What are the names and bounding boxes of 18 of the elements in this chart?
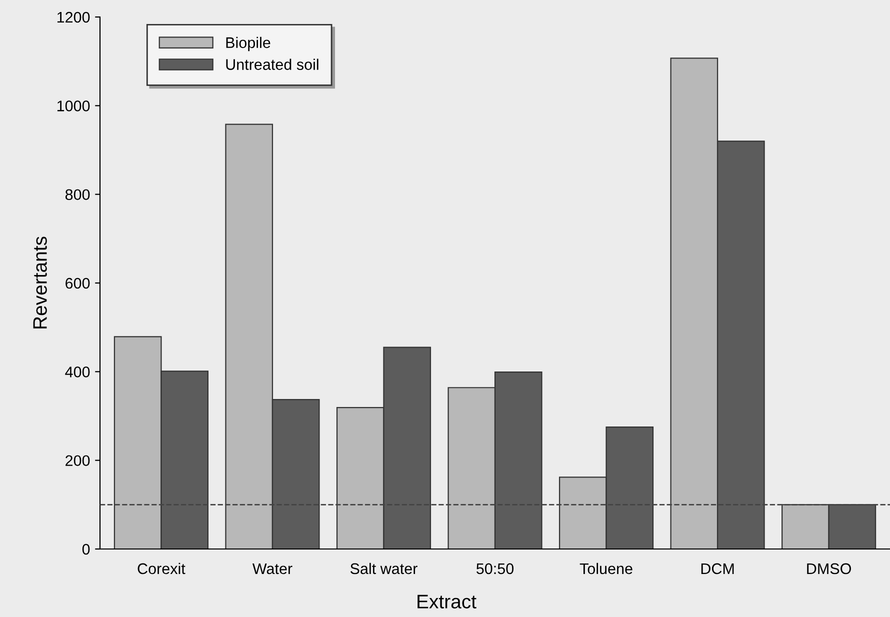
x-tick-label: DMSO: [807, 563, 851, 574]
y-tick-label: 0: [82, 544, 90, 555]
y-tick-label: 600: [66, 278, 90, 289]
y-tick-label: 400: [65, 366, 90, 378]
x-axis-title: Extract: [418, 594, 476, 609]
y-tick-label: 1000: [57, 100, 90, 112]
x-tick-label: DCM: [701, 563, 734, 574]
legend-label: Biopile: [226, 36, 270, 52]
y-tick-label: 200: [66, 455, 90, 466]
y-axis-title: Revertants: [33, 236, 47, 328]
x-tick-label: Water: [252, 563, 292, 574]
x-tick-label: 50:50: [476, 563, 514, 574]
y-tick-label: 1200: [57, 12, 90, 23]
x-tick-label: Corexit: [138, 562, 186, 574]
y-tick-label: 800: [65, 189, 90, 200]
x-tick-label: Salt water: [350, 562, 418, 574]
legend-label: Untreated soil: [226, 58, 318, 70]
x-tick-label: Toluene: [580, 562, 632, 574]
